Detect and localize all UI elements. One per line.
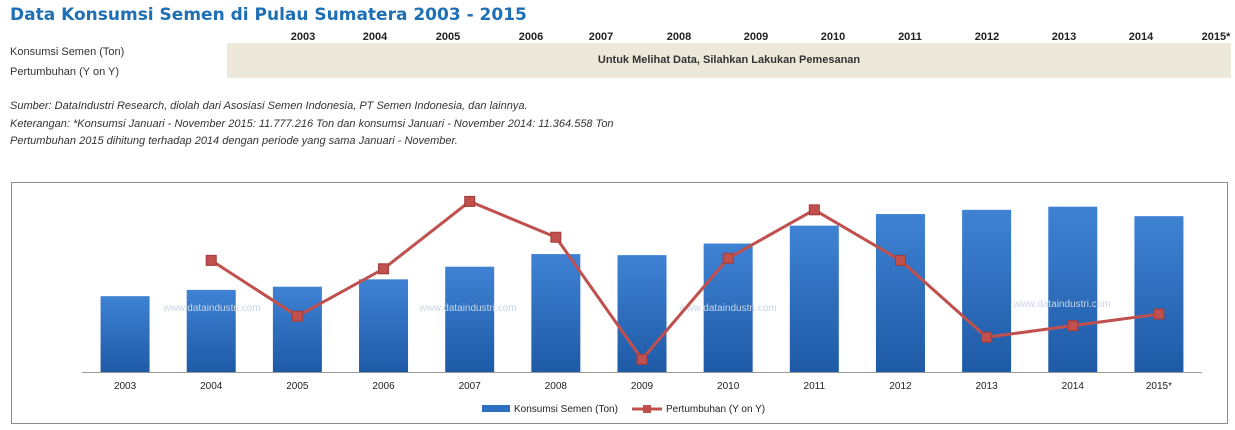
bar-2003 [100,296,150,372]
growth-point-2014 [1067,320,1079,332]
bar-2009 [617,255,667,372]
bar-2010 [703,243,753,372]
year-header-8: 2011 [898,31,922,43]
page-title: Data Konsumsi Semen di Pulau Sumatera 20… [10,5,527,25]
x-tick-label-2015*: 2015* [1146,381,1172,392]
growth-point-2006 [378,263,390,275]
growth-line [210,199,1160,361]
year-header-12: 2015* [1201,31,1231,43]
year-header-9: 2012 [974,31,1000,43]
x-tick-label-2003: 2003 [114,381,137,392]
growth-point-2015* [1153,308,1165,320]
growth-point-2010 [722,252,734,264]
year-header-5: 2008 [666,31,692,43]
legend-label-bars: Konsumsi Semen (Ton) [514,404,618,415]
year-header-3: 2006 [518,31,544,43]
x-tick-label-2012: 2012 [889,381,912,392]
row-label-konsumsi: Konsumsi Semen (Ton) [10,46,125,58]
growth-point-2012 [894,254,906,266]
year-header-10: 2013 [1051,31,1077,43]
source-note: Sumber: DataIndustri Research, diolah da… [10,100,528,112]
x-tick-label-2013: 2013 [975,381,998,392]
watermark-1: www.dataindustri.com [418,303,516,314]
combo-chart: 2003 2004 2005 2006 2007 2008 2009 2010 2011 2012… [82,195,1202,415]
bar-2007 [445,266,495,372]
year-header-11: 2014 [1128,31,1154,43]
growth-point-2005 [291,310,303,322]
growth-point-2009 [636,353,648,365]
bar-2011 [789,225,839,372]
x-tick-label-2004: 2004 [200,381,223,392]
bar-2012 [875,214,925,372]
locked-data-panel[interactable]: Untuk Melihat Data, Silahkan Lakukan Pem… [227,43,1231,78]
bar-2005 [272,286,322,372]
bar-2004 [186,289,236,372]
year-header-6: 2009 [743,31,769,43]
year-header-4: 2007 [588,31,614,43]
bar-2006 [359,279,409,372]
bar-2015* [1134,216,1184,372]
row-label-pertumbuhan: Pertumbuhan (Y on Y) [10,66,120,78]
x-tick-label-2014: 2014 [1062,381,1085,392]
x-tick-label-2011: 2011 [804,381,826,392]
x-tick-label-2008: 2008 [545,381,568,392]
year-header-7: 2010 [820,31,846,43]
x-tick-label-2007: 2007 [459,381,482,392]
growth-point-2008 [550,231,562,243]
year-header-0: 2003 [290,31,316,43]
bar-2008 [531,254,581,372]
growth-point-2004 [205,254,217,266]
legend-marker-growth [643,405,651,413]
growth-point-2011 [808,204,820,216]
growth-point-2007 [464,195,476,207]
legend-label-growth: Pertumbuhan (Y on Y) [666,404,765,415]
watermark-0: www.dataindustri.com [162,303,260,314]
locked-message: Untuk Melihat Data, Silahkan Lakukan Pem… [597,54,861,66]
chart-frame: 2003 2004 2005 2006 2007 2008 2009 2010 2011 2012… [11,182,1228,424]
x-tick-label-2005: 2005 [286,381,309,392]
growth-point-2013 [981,331,993,343]
bar-2013 [962,209,1012,372]
legend-swatch-bars [482,405,510,412]
year-header-1: 2004 [362,31,388,43]
watermark-2: www.dataindustri.com [678,303,776,314]
growth-note: Pertumbuhan 2015 dihitung terhadap 2014 … [10,135,458,147]
description-note: Keterangan: *Konsumsi Januari - November… [10,118,614,130]
bar-2014 [1048,206,1098,372]
watermark-3: www.dataindustri.com [1012,299,1110,310]
x-tick-label-2010: 2010 [717,381,740,392]
x-tick-label-2009: 2009 [631,381,654,392]
x-tick-label-2006: 2006 [372,381,395,392]
year-header-2: 2005 [435,31,461,43]
